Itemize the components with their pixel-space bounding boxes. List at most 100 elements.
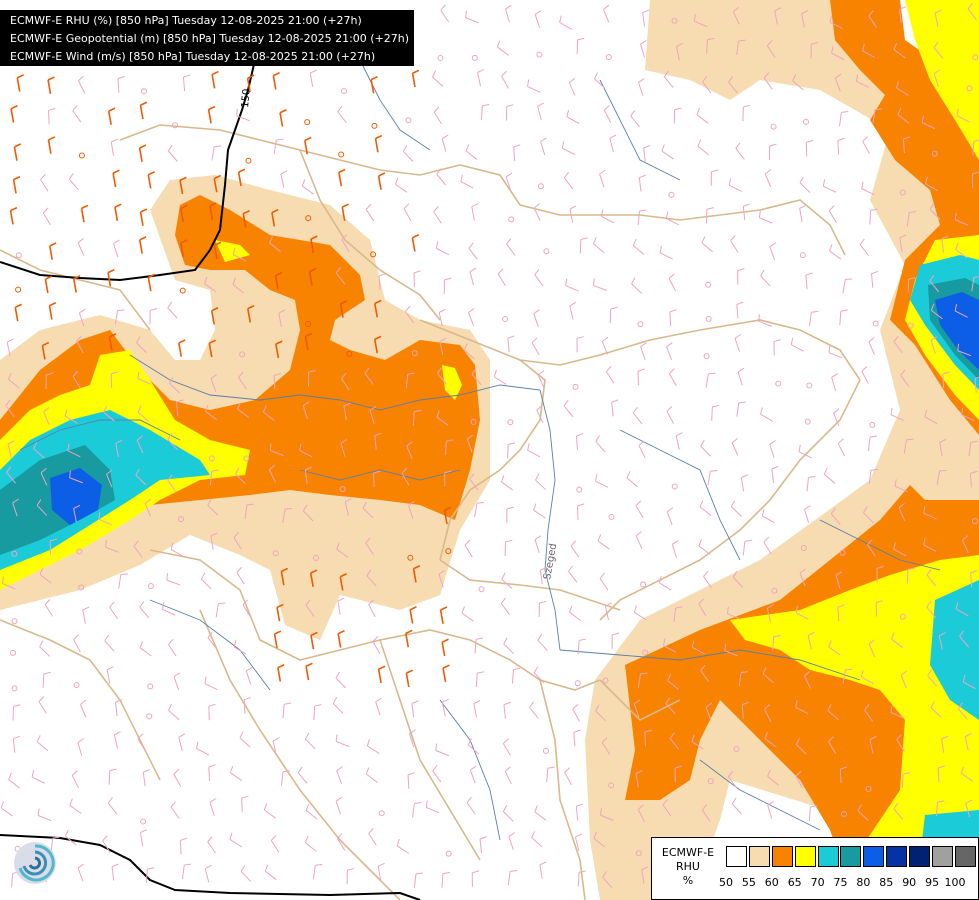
wind-barb <box>536 51 543 58</box>
wind-barb <box>368 599 376 618</box>
wind-barb <box>513 144 521 161</box>
wind-barb <box>941 235 949 253</box>
wind-barb <box>666 342 673 361</box>
wind-barb <box>703 570 712 589</box>
wind-barb <box>336 833 346 851</box>
wind-barb <box>439 606 448 624</box>
wind-barb <box>891 632 903 648</box>
wind-barb <box>407 554 414 561</box>
wind-barb <box>764 169 772 188</box>
wind-barb <box>923 506 937 520</box>
wind-barb <box>638 440 646 459</box>
wind-barb <box>934 9 942 27</box>
wind-barb <box>366 569 377 587</box>
wind-barb <box>167 474 177 492</box>
wind-barb <box>502 805 514 822</box>
legend-tick-label: 80 <box>856 876 871 889</box>
wind-barb <box>956 108 970 123</box>
wind-barb <box>465 144 478 160</box>
wind-barb <box>968 440 978 457</box>
wind-barb <box>666 406 675 424</box>
wind-barb <box>801 10 809 28</box>
wind-barb <box>211 70 219 89</box>
wind-barb <box>572 383 579 390</box>
wind-barb <box>601 336 609 355</box>
legend-swatches <box>726 846 978 867</box>
wind-barb <box>924 409 938 425</box>
wind-barb <box>313 704 322 721</box>
wind-barb <box>839 549 846 556</box>
wind-barb <box>635 500 644 519</box>
wind-barb <box>1 576 16 590</box>
wind-barb <box>335 671 347 689</box>
title-line-geopotential: ECMWF-E Geopotential (m) [850 hPa] Tuesd… <box>10 32 410 45</box>
wind-barb <box>11 618 18 625</box>
wind-barb <box>237 402 250 418</box>
wind-barb <box>671 17 678 24</box>
wind-barb <box>242 599 251 618</box>
wind-barb <box>466 434 474 453</box>
wind-barb <box>900 670 907 689</box>
wind-barb <box>930 701 942 718</box>
wind-barb <box>113 239 120 258</box>
wind-barb <box>527 443 541 458</box>
wind-barb <box>966 85 973 92</box>
wind-barb <box>671 540 679 558</box>
wind-barb <box>270 834 280 853</box>
wind-barb <box>305 662 313 681</box>
wind-barb <box>308 267 317 286</box>
geopotential-contour <box>0 59 421 900</box>
wind-barb <box>594 474 609 488</box>
wind-barb <box>761 509 775 524</box>
wind-barb <box>50 836 60 853</box>
wind-barb <box>728 76 738 94</box>
wind-barb <box>896 81 909 96</box>
wind-barb <box>208 339 216 358</box>
wind-barb <box>10 649 17 656</box>
wind-barb <box>233 532 242 550</box>
wind-barb <box>366 739 380 754</box>
wind-barb <box>372 636 381 654</box>
wind-barb <box>668 368 677 387</box>
wind-barb <box>868 10 878 28</box>
wind-barb <box>974 376 979 393</box>
wind-barb <box>665 211 680 226</box>
wind-barb <box>861 181 875 196</box>
wind-barb <box>703 353 710 360</box>
wind-barb <box>72 370 81 389</box>
wind-barb <box>900 369 910 387</box>
wind-barb <box>72 275 81 293</box>
wind-barb <box>370 251 377 258</box>
wind-barb <box>377 862 385 881</box>
wind-barb <box>335 796 343 815</box>
wind-barb <box>304 332 313 351</box>
wind-barb <box>73 504 81 523</box>
wind-barb <box>136 435 144 454</box>
wind-barb <box>737 367 745 386</box>
wind-barb <box>800 545 807 552</box>
wind-barb <box>539 861 547 879</box>
wind-barb <box>104 634 115 652</box>
wind-barb <box>637 804 646 823</box>
wind-barb <box>638 78 645 96</box>
wind-barb <box>828 640 841 656</box>
wind-barb <box>893 42 906 59</box>
wind-barb <box>570 540 580 558</box>
wind-barb <box>727 770 738 789</box>
wind-barb <box>305 599 315 617</box>
wind-barb <box>413 270 421 287</box>
wind-barb <box>533 203 541 221</box>
wind-barb <box>102 835 111 853</box>
wind-barb <box>839 309 848 326</box>
wind-barb <box>339 486 346 493</box>
wind-barb <box>407 772 415 789</box>
wind-barb <box>210 307 219 325</box>
wind-barb <box>795 605 809 620</box>
wind-barb <box>829 244 842 260</box>
wind-barb <box>107 107 116 126</box>
wind-barb <box>942 371 950 389</box>
wind-barb <box>931 150 938 157</box>
wind-barb <box>842 668 853 684</box>
wind-barb <box>671 483 678 490</box>
legend-swatch <box>726 846 747 867</box>
